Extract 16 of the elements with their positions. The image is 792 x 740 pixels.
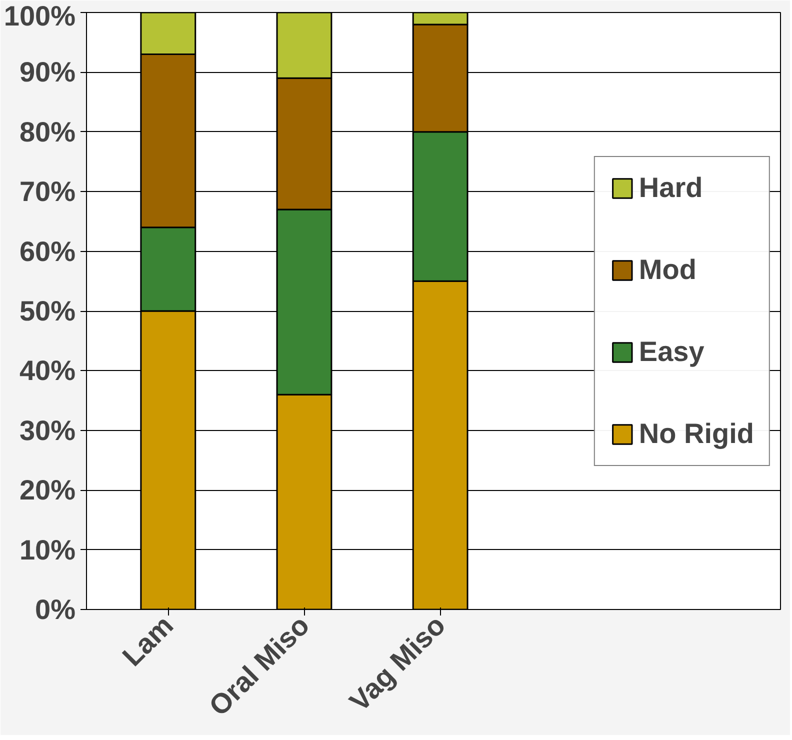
y-tick-label: 90% xyxy=(19,56,76,88)
y-tick-label: 10% xyxy=(19,534,76,566)
y-tick-label: 50% xyxy=(19,296,76,326)
y-tick-label: 100% xyxy=(4,0,76,32)
y-tick-label: 40% xyxy=(19,355,76,386)
y-tick-label: 60% xyxy=(19,236,76,267)
legend-label: Easy xyxy=(638,336,704,368)
y-tick-label: 70% xyxy=(19,176,76,208)
x-tick-label: Lam xyxy=(116,610,180,672)
y-tick-label: 0% xyxy=(35,594,76,625)
y-tick-label: 20% xyxy=(19,474,76,506)
legend-label: Hard xyxy=(638,172,703,204)
legend-label: Mod xyxy=(638,254,696,286)
y-tick-label: 30% xyxy=(19,414,76,446)
legend-label: No Rigid xyxy=(638,418,754,450)
y-tick-label: 80% xyxy=(19,116,76,148)
